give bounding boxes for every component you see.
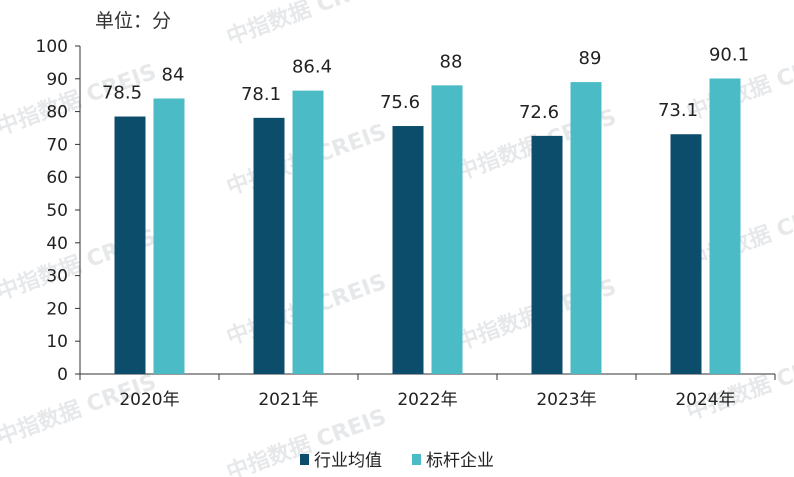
data-label: 88 (440, 51, 463, 72)
data-label: 78.1 (241, 84, 281, 105)
x-tick-label: 2024年 (675, 390, 735, 410)
watermark-text: 中指数据 CREIS (453, 0, 620, 6)
bar-benchmark-enterprise (431, 85, 463, 375)
x-tick-label: 2023年 (536, 390, 596, 410)
data-label: 78.5 (102, 83, 142, 104)
unit-label: 单位：分 (95, 10, 171, 32)
data-labels: 78.5 78.1 75.6 72.6 73.1 84 86.4 88 89 90.1 (102, 44, 749, 122)
bars (114, 78, 741, 375)
x-tick-label: 2021年 (258, 390, 318, 410)
y-tick-label: 10 (46, 332, 68, 352)
data-label: 89 (579, 48, 602, 69)
bar-industry-average (392, 126, 424, 374)
y-tick-label: 70 (46, 135, 68, 155)
data-label: 90.1 (709, 44, 749, 65)
data-label: 84 (162, 64, 185, 85)
legend-swatch (412, 454, 421, 465)
y-tick-label: 80 (46, 103, 68, 123)
data-label: 72.6 (519, 102, 559, 123)
bar-benchmark-enterprise (292, 90, 324, 374)
y-tick-label: 60 (46, 168, 68, 188)
legend: 行业均值 标杆企业 (300, 451, 494, 471)
bar-industry-average (670, 134, 702, 374)
bar-benchmark-enterprise (153, 98, 185, 374)
bar-industry-average (531, 135, 563, 374)
y-tick-label: 0 (57, 365, 68, 385)
legend-label: 行业均值 (314, 451, 382, 471)
bar-industry-average (253, 117, 285, 374)
y-tick-label: 100 (36, 37, 68, 57)
bar-benchmark-enterprise (570, 82, 602, 374)
data-label: 73.1 (658, 100, 698, 121)
y-tick-label: 90 (46, 70, 68, 90)
axes: 0 10 20 30 40 50 60 70 80 90 100 2020年 2021年 2022年 202… (36, 37, 776, 410)
y-tick-label: 40 (46, 234, 68, 254)
y-tick-label: 30 (46, 267, 68, 287)
legend-label: 标杆企业 (426, 451, 494, 471)
data-label: 75.6 (380, 92, 420, 113)
bar-industry-average (114, 116, 146, 375)
x-tick-label: 2020年 (119, 390, 179, 410)
y-tick-label: 50 (46, 201, 68, 221)
watermark-text: 中指数据 CREIS (223, 0, 390, 51)
x-tick-label: 2022年 (397, 390, 457, 410)
bar-benchmark-enterprise (709, 78, 741, 375)
y-tick-label: 20 (46, 299, 68, 319)
legend-swatch (300, 454, 309, 465)
data-label: 86.4 (292, 57, 332, 78)
